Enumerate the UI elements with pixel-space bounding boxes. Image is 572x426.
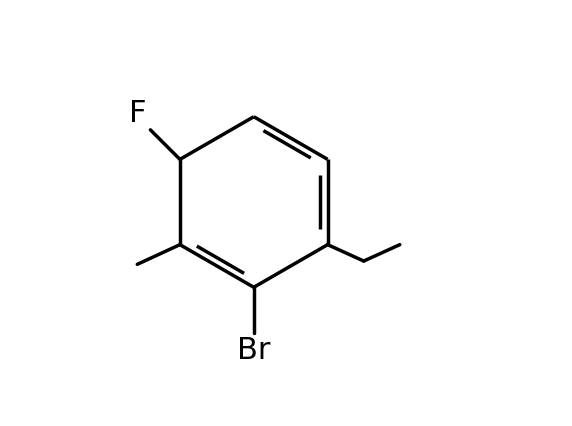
Text: F: F [129, 99, 146, 128]
Text: Br: Br [237, 337, 271, 366]
